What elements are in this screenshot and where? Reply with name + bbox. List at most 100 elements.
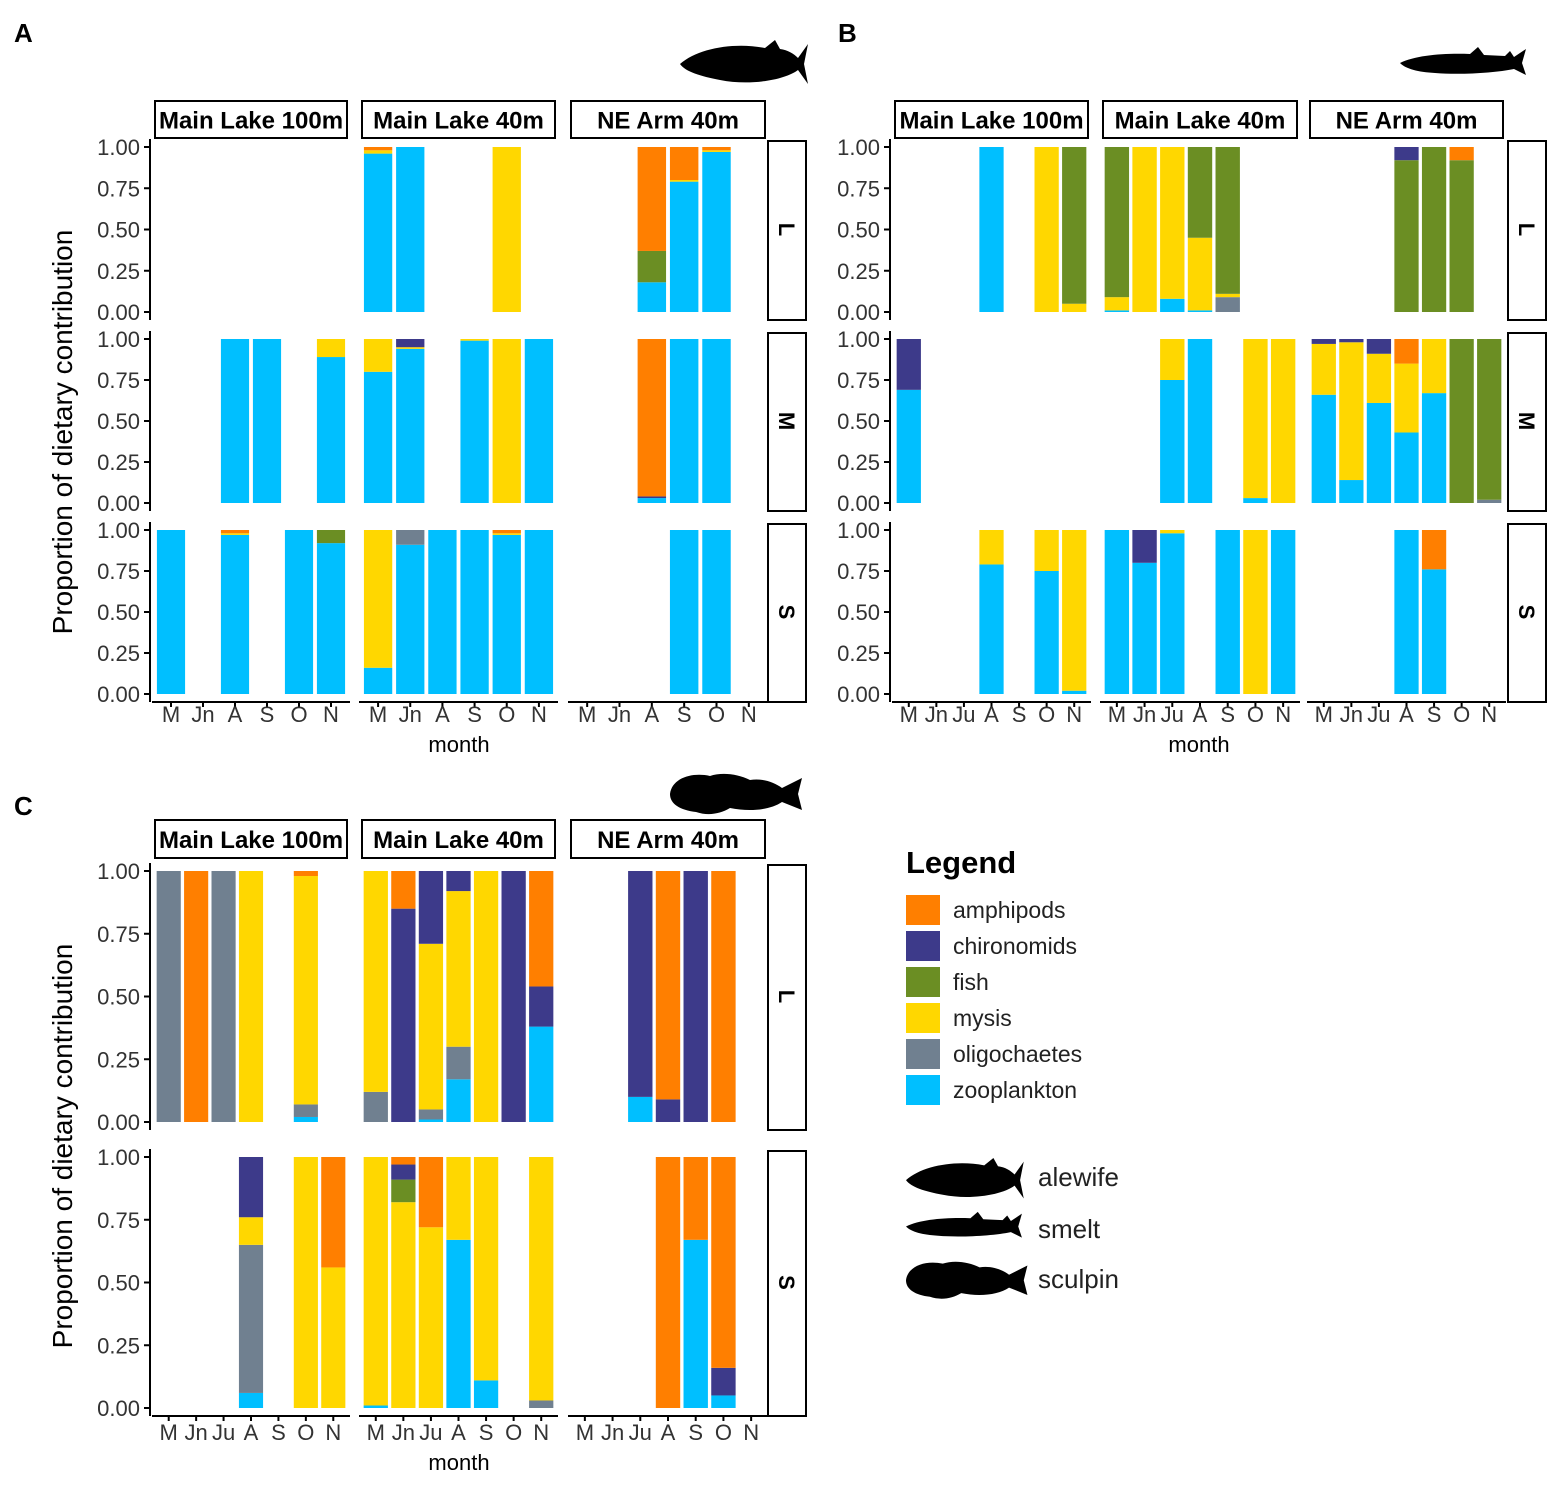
stacked-bar-S: [252, 339, 282, 503]
bar-segment-amphipods: [683, 1157, 708, 1240]
bar-segment-fish: [1104, 147, 1130, 298]
bar-segment-chironomids: [391, 1164, 416, 1180]
x-tick-label: O: [498, 702, 515, 727]
stacked-bar-O: [492, 530, 521, 694]
x-tick-label: S: [1220, 702, 1235, 727]
smelt-silhouette: [906, 1211, 1022, 1238]
site-header-label: NE Arm 40m: [597, 827, 739, 854]
bar-segment-chironomids: [896, 339, 921, 390]
bar-segment-amphipods: [669, 147, 699, 180]
bar-segment-mysis: [473, 1157, 499, 1381]
stacked-bar-S: [669, 530, 699, 694]
x-tick-label: S: [688, 1420, 703, 1445]
bar-segment-oligochaetes: [1477, 499, 1502, 503]
x-tick-label: A: [661, 1420, 676, 1445]
bar-segment-mysis: [492, 533, 521, 535]
legend-swatch-mysis: [906, 1003, 940, 1033]
size-strip-label: S: [774, 1275, 799, 1290]
bar-segment-mysis: [1366, 353, 1392, 403]
bar-segment-fish: [1449, 339, 1474, 503]
legend-swatch-oligochaetes: [906, 1039, 940, 1069]
bar-segment-oligochaetes: [363, 1091, 388, 1122]
legend-label-amphipods: amphipods: [953, 897, 1066, 923]
size-strip-box: [767, 332, 807, 512]
stacked-bar-A: [637, 339, 667, 503]
stacked-bar-Ju: [1160, 147, 1185, 312]
size-strip-box: [1507, 140, 1547, 321]
x-tick-label: O: [505, 1420, 522, 1445]
bar-segment-amphipods: [321, 1157, 346, 1268]
bar-segment-amphipods: [418, 1157, 444, 1228]
stacked-bar-S: [669, 339, 699, 503]
stacked-bar-A: [220, 339, 250, 503]
site-header-box: [570, 819, 766, 859]
stacked-bar-S: [1421, 147, 1447, 312]
alewife-silhouette: [680, 40, 808, 84]
x-axis-title: month: [428, 1450, 489, 1475]
site-header-label: NE Arm 40m: [1336, 108, 1478, 135]
bar-segment-mysis: [1187, 237, 1213, 311]
stacked-bar-A: [428, 530, 457, 694]
stacked-bar-S: [460, 339, 489, 503]
y-tick-label: 1.00: [837, 518, 880, 543]
stacked-bar-N: [1062, 530, 1087, 694]
legend-label-mysis: mysis: [953, 1005, 1012, 1031]
x-tick-label: N: [1481, 702, 1497, 727]
bar-segment-amphipods: [293, 871, 318, 877]
bar-segment-amphipods: [637, 147, 667, 251]
stacked-bar-A: [1394, 530, 1419, 694]
bar-segment-chironomids: [501, 871, 526, 1122]
stacked-bar-Jn: [1132, 147, 1157, 312]
site-header-box: [894, 100, 1089, 139]
stacked-bar-A: [655, 871, 681, 1122]
bar-segment-mysis: [460, 339, 489, 341]
x-tick-label: A: [1399, 702, 1414, 727]
bar-segment-amphipods: [711, 871, 736, 1122]
bar-segment-zooplankton: [896, 389, 921, 503]
stacked-bar-Jn: [391, 1157, 416, 1408]
bar-segment-mysis: [391, 1202, 416, 1408]
bar-segment-mysis: [1034, 147, 1059, 312]
bar-segment-chironomids: [1132, 530, 1157, 563]
x-tick-label: Jn: [925, 702, 948, 727]
bar-segment-fish: [1062, 147, 1087, 304]
stacked-bar-O: [1034, 530, 1059, 694]
stacked-bar-O: [293, 871, 318, 1122]
bar-segment-zooplankton: [1421, 569, 1447, 694]
stacked-bar-M: [363, 1157, 388, 1408]
y-tick-label: 0.25: [837, 641, 880, 666]
x-tick-label: M: [1108, 702, 1126, 727]
stacked-bar-O: [1034, 147, 1059, 312]
site-header-box: [1102, 100, 1298, 139]
y-tick-label: 1.00: [837, 327, 880, 352]
bar-segment-mysis: [979, 530, 1004, 565]
x-tick-label: M: [1315, 702, 1333, 727]
y-tick-label: 0.25: [837, 259, 880, 284]
x-tick-label: O: [1247, 702, 1264, 727]
stacked-bar-M: [363, 530, 393, 694]
bar-segment-mysis: [1062, 303, 1087, 312]
bar-segment-mysis: [1132, 147, 1157, 312]
stacked-bar-O: [1243, 530, 1268, 694]
size-strip-label: L: [1514, 223, 1539, 236]
y-tick-label: 0.75: [97, 368, 140, 393]
bar-segment-oligochaetes: [446, 1046, 471, 1080]
site-header-label: Main Lake 100m: [899, 108, 1083, 135]
bar-segment-chironomids: [446, 871, 471, 892]
stacked-bar-M: [896, 339, 921, 503]
legend-species-alewife: alewife: [1038, 1162, 1119, 1192]
stacked-bar-O: [1243, 339, 1268, 503]
site-header-box: [361, 100, 556, 139]
bar-segment-fish: [1215, 147, 1240, 294]
y-tick-label: 0.50: [97, 409, 140, 434]
stacked-bar-Ju: [1366, 339, 1392, 503]
y-tick-label: 0.00: [97, 1110, 140, 1135]
bar-segment-zooplankton: [492, 534, 521, 694]
stacked-bar-A: [1394, 339, 1419, 503]
bar-segment-zooplankton: [637, 282, 667, 312]
smelt-icon: [1400, 47, 1526, 75]
bar-segment-amphipods: [711, 1157, 736, 1368]
legend-swatch-chironomids: [906, 931, 940, 961]
y-tick-label: 0.25: [97, 450, 140, 475]
